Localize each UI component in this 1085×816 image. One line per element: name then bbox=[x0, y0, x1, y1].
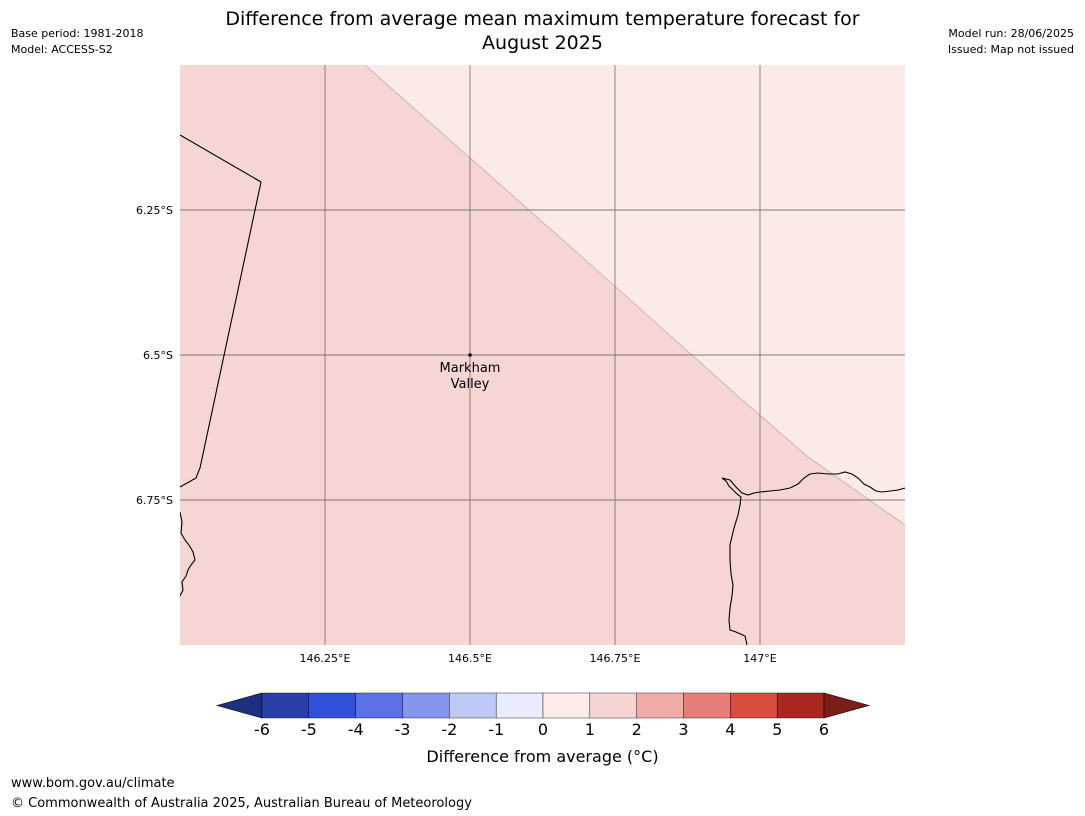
boundary-line-west bbox=[180, 134, 262, 488]
title-line-1: Difference from average mean maximum tem… bbox=[225, 8, 860, 30]
model-run-text: Model run: 28/06/2025 bbox=[948, 27, 1074, 40]
colorbar-segment bbox=[402, 692, 450, 719]
colorbar-tick-label: 5 bbox=[772, 720, 782, 739]
location-label-line-1: Markham bbox=[440, 361, 501, 376]
colorbar-segment bbox=[589, 692, 637, 719]
colorbar-segment bbox=[683, 692, 731, 719]
colorbar-segment bbox=[776, 692, 825, 719]
issued-text: Issued: Map not issued bbox=[947, 43, 1074, 56]
colorbar-tick-label: 3 bbox=[678, 720, 688, 739]
colorbar-under-arrow bbox=[215, 692, 263, 719]
colorbar-segment bbox=[730, 692, 778, 719]
anomaly-contour-line bbox=[364, 65, 905, 526]
colorbar-segment bbox=[636, 692, 684, 719]
anomaly-region-0-to-1 bbox=[365, 65, 905, 525]
colorbar-segment bbox=[495, 692, 544, 719]
colorbar-segment bbox=[355, 692, 403, 719]
colorbar-tick-label: 6 bbox=[819, 720, 829, 739]
footer-copyright: © Commonwealth of Australia 2025, Austra… bbox=[11, 796, 472, 811]
lon-tick-label: 146.75°E bbox=[590, 652, 641, 665]
location-label-line-2: Valley bbox=[451, 377, 490, 392]
coastline-east bbox=[721, 471, 905, 645]
footer: www.bom.gov.au/climate © Commonwealth of… bbox=[11, 774, 472, 814]
title-line-2: August 2025 bbox=[482, 32, 603, 54]
colorbar bbox=[215, 692, 871, 719]
colorbar-segment bbox=[449, 692, 497, 719]
map-title: Difference from average mean maximum tem… bbox=[180, 7, 905, 55]
base-period-text: Base period: 1981-2018 bbox=[11, 27, 144, 40]
colorbar-tick-label: -4 bbox=[348, 720, 364, 739]
lon-tick-label: 146.25°E bbox=[300, 652, 351, 665]
colorbar-segment bbox=[308, 692, 356, 719]
colorbar-tick-label: 2 bbox=[632, 720, 642, 739]
colorbar-tick-labels: -6 -5 -4 -3 -2 -1 0 1 2 3 4 5 6 bbox=[254, 720, 829, 739]
location-marker bbox=[468, 353, 472, 357]
boundary-line-southwest bbox=[180, 511, 196, 597]
colorbar-tick-label: -6 bbox=[254, 720, 270, 739]
colorbar-tick-label: 4 bbox=[725, 720, 735, 739]
graticule bbox=[180, 65, 905, 645]
colorbar-tick-label: -5 bbox=[301, 720, 317, 739]
lon-tick-label: 147°E bbox=[743, 652, 776, 665]
colorbar-over-arrow bbox=[823, 692, 871, 719]
colorbar-tick-label: -2 bbox=[441, 720, 457, 739]
axis-tick-labels: 146.25°E 146.5°E 146.75°E 147°E 6.25°S 6… bbox=[136, 204, 777, 665]
footer-url: www.bom.gov.au/climate bbox=[11, 776, 175, 791]
colorbar-tick-label: 0 bbox=[538, 720, 548, 739]
metadata-right: Model run: 28/06/2025 Issued: Map not is… bbox=[948, 26, 1074, 58]
metadata-left: Base period: 1981-2018 Model: ACCESS-S2 bbox=[11, 26, 143, 58]
colorbar-tick-label: 1 bbox=[585, 720, 595, 739]
colorbar-label: Difference from average (°C) bbox=[426, 747, 659, 766]
lat-tick-label: 6.25°S bbox=[136, 204, 173, 217]
colorbar-tick-label: -1 bbox=[488, 720, 504, 739]
colorbar-tick-label: -3 bbox=[395, 720, 411, 739]
colorbar-segment bbox=[542, 692, 591, 719]
colorbar-segment bbox=[261, 692, 310, 719]
lon-tick-label: 146.5°E bbox=[448, 652, 492, 665]
model-text: Model: ACCESS-S2 bbox=[11, 43, 113, 56]
map-plot-area: Markham Valley bbox=[180, 65, 905, 645]
lat-tick-label: 6.75°S bbox=[136, 494, 173, 507]
lat-tick-label: 6.5°S bbox=[143, 349, 173, 362]
